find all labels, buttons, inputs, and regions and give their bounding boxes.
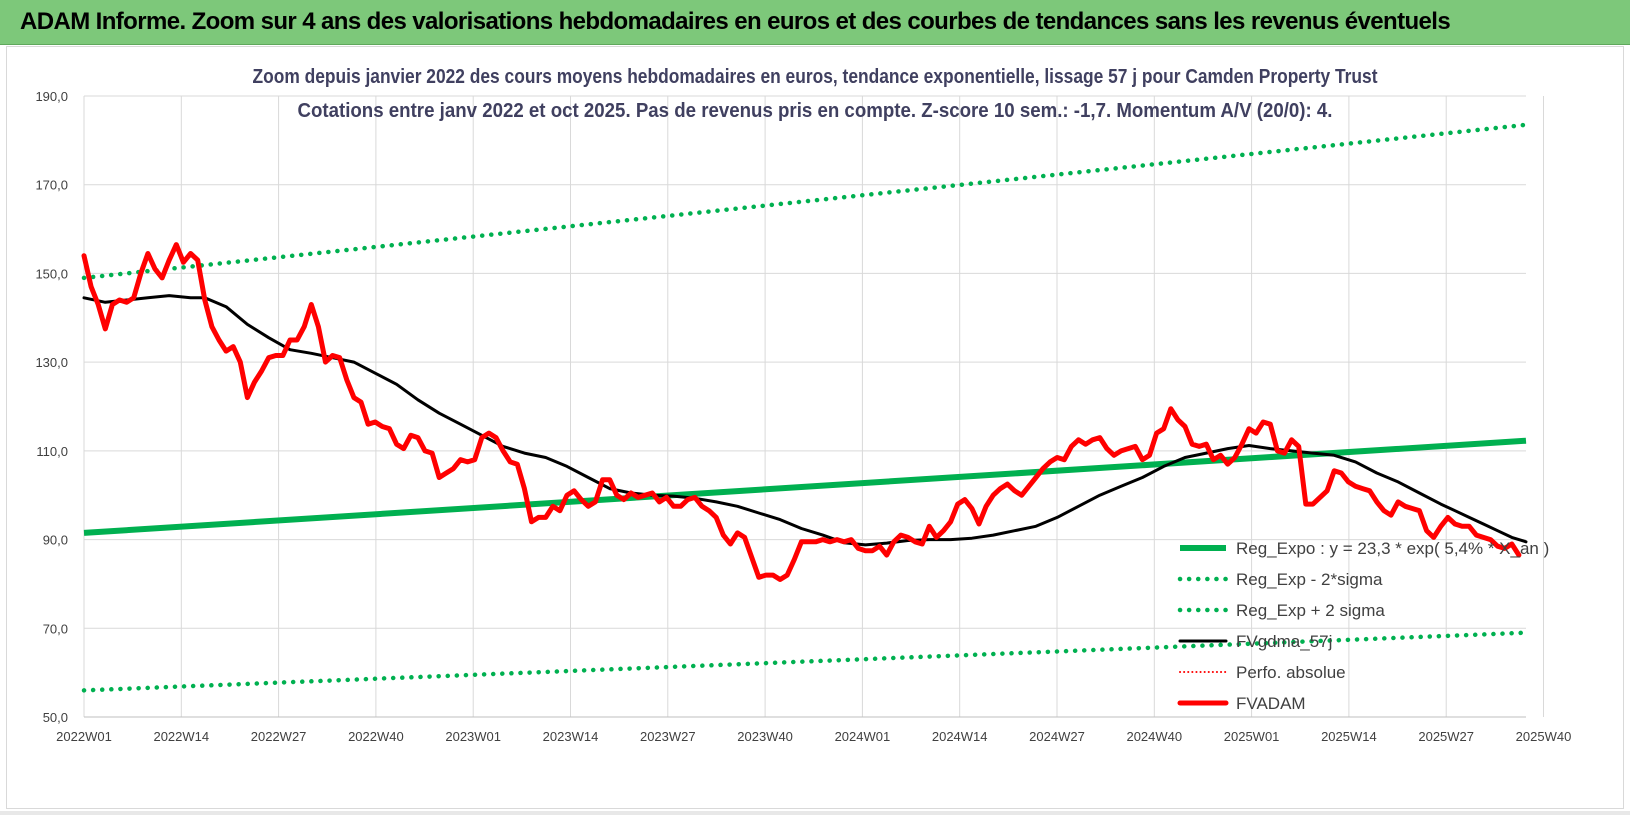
x-tick-label: 2025W40 <box>1516 729 1572 744</box>
chart-subtitle: Cotations entre janv 2022 et oct 2025. P… <box>298 100 1333 122</box>
x-tick-label: 2025W14 <box>1321 729 1377 744</box>
y-tick-label: 170,0 <box>35 178 68 193</box>
legend-label: Perfo. absolue <box>1236 663 1346 682</box>
x-tick-label: 2022W14 <box>153 729 209 744</box>
chart-title: Zoom depuis janvier 2022 des cours moyen… <box>253 66 1378 88</box>
x-tick-label: 2023W01 <box>445 729 501 744</box>
x-tick-label: 2022W01 <box>56 729 112 744</box>
x-tick-label: 2023W40 <box>737 729 793 744</box>
x-tick-label: 2023W14 <box>543 729 599 744</box>
series-layer <box>81 122 1529 693</box>
x-tick-label: 2024W27 <box>1029 729 1085 744</box>
x-tick-label: 2024W14 <box>932 729 988 744</box>
x-tick-label: 2025W27 <box>1418 729 1474 744</box>
x-tick-label: 2022W27 <box>251 729 307 744</box>
series-line-reg_exp <box>81 630 1529 693</box>
series-line-reg_expo <box>83 437 1527 536</box>
report-title: ADAM Informe. Zoom sur 4 ans des valoris… <box>20 8 1451 35</box>
legend-label: Reg_Exp - 2*sigma <box>1236 570 1383 589</box>
y-tick-label: 90,0 <box>43 533 68 548</box>
series-line-reg_exp <box>81 122 1529 281</box>
x-tick-label: 2023W27 <box>640 729 696 744</box>
x-tick-label: 2024W01 <box>835 729 891 744</box>
series-line-fvadam <box>81 242 1522 582</box>
y-tick-label: 190,0 <box>35 89 68 104</box>
chart-frame <box>6 46 1624 809</box>
legend-label: FVgdma_57j <box>1236 632 1332 651</box>
legend-label: Reg_Expo : y = 23,3 * exp( 5,4% * X_an ) <box>1236 539 1549 558</box>
y-tick-label: 130,0 <box>35 355 68 370</box>
x-tick-label: 2025W01 <box>1224 729 1280 744</box>
legend-label: Reg_Exp + 2 sigma <box>1236 601 1385 620</box>
x-tick-label: 2022W40 <box>348 729 404 744</box>
grid-layer: 190,0 170,0 150,0 130,0 110,0 90,0 70,0 50,0 202… <box>35 89 1571 744</box>
legend: Reg_Expo : y = 23,3 * exp( 5,4% * X_an )… <box>1177 539 1549 713</box>
y-tick-label: 110,0 <box>36 444 68 459</box>
y-tick-label: 150,0 <box>35 266 68 281</box>
y-tick-label: 50,0 <box>43 710 68 725</box>
x-tick-label: 2024W40 <box>1126 729 1182 744</box>
bottom-bar <box>0 811 1630 815</box>
header-bar: ADAM Informe. Zoom sur 4 ans des valoris… <box>0 0 1630 45</box>
legend-label: FVADAM <box>1236 694 1306 713</box>
y-tick-label: 70,0 <box>43 621 68 636</box>
